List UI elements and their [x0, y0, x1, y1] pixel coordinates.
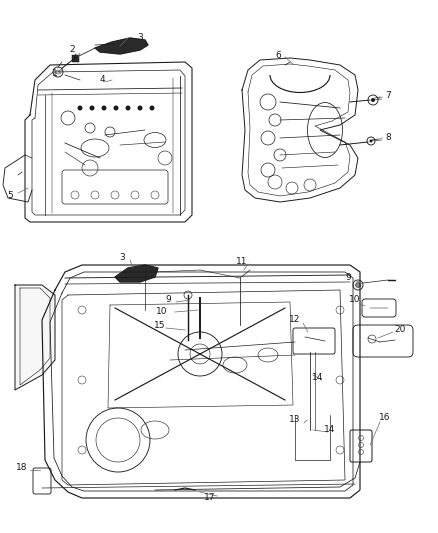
Text: 2: 2	[69, 45, 75, 54]
Circle shape	[56, 70, 60, 74]
Text: 6: 6	[275, 51, 281, 60]
Text: 17: 17	[204, 494, 216, 503]
Text: 10: 10	[156, 308, 168, 317]
Text: 20: 20	[394, 326, 406, 335]
Polygon shape	[95, 38, 148, 54]
Text: 9: 9	[345, 273, 351, 282]
Text: 14: 14	[312, 374, 324, 383]
Circle shape	[102, 106, 106, 110]
Text: 13: 13	[289, 416, 301, 424]
Text: 16: 16	[379, 414, 391, 423]
Text: 18: 18	[16, 464, 28, 472]
Circle shape	[113, 106, 119, 110]
Text: 4: 4	[99, 76, 105, 85]
Circle shape	[149, 106, 155, 110]
Text: 9: 9	[165, 295, 171, 304]
Bar	[72, 55, 79, 62]
Circle shape	[356, 282, 360, 287]
Circle shape	[138, 106, 142, 110]
Text: 15: 15	[154, 320, 166, 329]
Circle shape	[89, 106, 95, 110]
Circle shape	[370, 140, 372, 142]
Text: 5: 5	[7, 190, 13, 199]
Text: 7: 7	[385, 91, 391, 100]
Polygon shape	[115, 265, 158, 282]
Text: 10: 10	[349, 295, 361, 304]
Circle shape	[126, 106, 131, 110]
Text: 11: 11	[236, 257, 248, 266]
Polygon shape	[15, 285, 55, 390]
Text: 8: 8	[385, 133, 391, 142]
Circle shape	[371, 98, 375, 102]
Text: 3: 3	[137, 33, 143, 42]
Text: 1: 1	[52, 69, 58, 78]
Text: 14: 14	[324, 425, 336, 434]
Circle shape	[78, 106, 82, 110]
Text: 3: 3	[119, 254, 125, 262]
Text: 12: 12	[290, 316, 301, 325]
